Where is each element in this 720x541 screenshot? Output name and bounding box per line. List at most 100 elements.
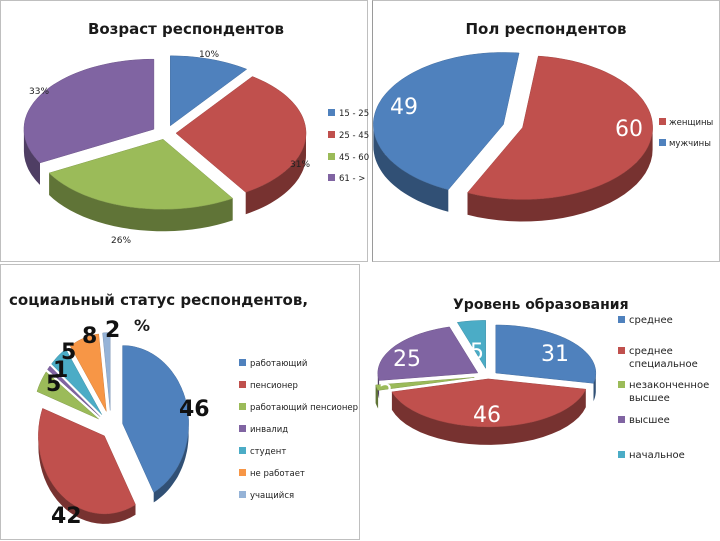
slice-2-side <box>391 389 586 445</box>
legend-swatch-pupil <box>239 491 246 498</box>
slice-1-side <box>593 373 596 402</box>
slice-2-side <box>373 124 449 212</box>
legend-label-15-25: 15 - 25 <box>339 109 369 119</box>
data-label-secondary: 31 <box>541 342 569 367</box>
age-chart-panel: Возраст респондентов 10% 31% 26% 33% 15 … <box>0 0 369 262</box>
legend-label-women: женщины <box>669 118 713 128</box>
social-status-pie <box>36 332 189 524</box>
slice-4-высшее <box>377 326 479 381</box>
legend-label-secondary: среднее <box>629 315 673 326</box>
slice-1-женщины <box>467 55 653 200</box>
legend-swatch-15-25 <box>328 109 335 116</box>
slice-3-незаконченное-высшее <box>375 377 475 391</box>
legend-label-primary: начальное <box>629 450 685 461</box>
legend-label-61: 61 - > <box>339 174 365 184</box>
data-label-primary: 5 <box>470 340 484 365</box>
legend-label-unemployed: не работает <box>250 469 305 479</box>
slice-2-side <box>245 133 306 215</box>
legend-swatch-unemployed <box>239 469 246 476</box>
legend-swatch-disabled <box>239 425 246 432</box>
data-label-specialized: 46 <box>473 403 501 428</box>
legend-swatch-working-pensioner <box>239 403 246 410</box>
legend-label-disabled: инвалид <box>250 425 288 435</box>
slice-4-side <box>23 129 40 185</box>
slice-4-инвалид <box>47 365 101 417</box>
slice-6-не-работает <box>69 333 107 412</box>
legend-label-specialized-line-1: среднее <box>629 346 673 357</box>
legend-swatch-61 <box>328 174 335 181</box>
legend-label-incomplete-higher: незаконченное высшее <box>629 380 712 404</box>
slice-1-работающий <box>122 345 189 493</box>
legend-swatch-45-60 <box>328 153 335 160</box>
legend: женщины мужчины <box>659 118 713 149</box>
social-status-chart-panel: социальный статус респондентов, % 46 42 … <box>0 264 360 540</box>
chart-title: Уровень образования <box>453 297 629 313</box>
slice-2-пенсионер <box>38 408 136 515</box>
legend-label-pupil: учащийся <box>250 491 294 501</box>
data-label-15-25: 10% <box>199 50 219 60</box>
legend-label-incomplete-higher-line-1: незаконченное <box>629 380 709 391</box>
legend-swatch-incomplete-higher <box>618 381 625 388</box>
legend-swatch-pensioner <box>239 381 246 388</box>
slice-3-side <box>49 173 233 232</box>
legend-swatch-secondary <box>618 316 625 323</box>
legend-label-working-pensioner: работающий пенсионер <box>250 403 358 413</box>
data-label-pensioner: 42 <box>51 504 82 529</box>
legend: работающий пенсионер работающий пенсионе… <box>239 359 358 501</box>
slice-5-студент <box>51 348 103 415</box>
legend-swatch-specialized <box>618 347 625 354</box>
legend-label-pensioner: пенсионер <box>250 381 298 391</box>
education-pie <box>375 320 597 445</box>
data-label-student: 5 <box>61 340 76 365</box>
legend-label-men: мужчины <box>669 139 711 149</box>
chart-title-unit: % <box>134 316 150 335</box>
data-label-working-pensioner: 5 <box>46 372 61 397</box>
chart-title: социальный статус респондентов, <box>9 291 308 309</box>
legend-swatch-primary <box>618 451 625 458</box>
data-label-higher: 25 <box>393 347 421 372</box>
slice-2-side <box>38 435 136 524</box>
legend: среднее среднее специальное незаконченно… <box>618 315 712 461</box>
legend-swatch-25-45 <box>328 131 335 138</box>
data-label-pupil: 2 <box>105 318 120 343</box>
age-pie <box>23 55 307 232</box>
data-label-working: 46 <box>179 397 210 422</box>
legend-swatch-men <box>659 139 666 146</box>
data-label-61: 33% <box>29 87 49 97</box>
data-label-disabled: 1 <box>53 358 68 383</box>
legend-label-incomplete-higher-line-2: высшее <box>629 393 670 404</box>
data-label-men: 49 <box>390 95 418 120</box>
legend-label-25-45: 25 - 45 <box>339 131 369 141</box>
legend-swatch-working <box>239 359 246 366</box>
slice-2-25-45 <box>175 76 307 193</box>
legend-swatch-higher <box>618 416 625 423</box>
legend-label-higher: высшее <box>629 415 670 426</box>
slice-4-61- <box>23 58 155 164</box>
data-label-25-45: 31% <box>290 160 310 170</box>
legend-label-45-60: 45 - 60 <box>339 153 369 163</box>
legend-swatch-women <box>659 118 666 125</box>
slice-5-начальное <box>456 320 486 370</box>
data-label-unemployed: 8 <box>82 324 97 349</box>
legend-label-specialized-line-2: специальное <box>629 359 698 370</box>
slice-2-мужчины <box>373 52 520 190</box>
gender-chart-panel: Пол респондентов 49 60 женщины мужчины <box>372 0 720 262</box>
social-status-pie-chart: социальный статус респондентов, % 46 42 … <box>9 291 358 529</box>
slice-1-side <box>153 423 189 503</box>
slice-3-работающий-пенсионер <box>36 371 99 420</box>
chart-title: Пол респондентов <box>465 20 626 38</box>
slice-1-среднее <box>495 324 597 384</box>
education-pie-chart: Уровень образования 31 46 2 25 5 среднее… <box>375 297 712 461</box>
legend-swatch-student <box>239 447 246 454</box>
legend: 15 - 25 25 - 45 45 - 60 61 - > <box>328 109 369 184</box>
chart-title: Возраст респондентов <box>88 20 284 38</box>
slice-2-среднее-специальное <box>391 378 587 428</box>
age-pie-chart: Возраст респондентов 10% 31% 26% 33% 15 … <box>23 20 369 246</box>
data-label-incomplete-higher: 2 <box>379 381 393 406</box>
gender-pie <box>373 52 653 222</box>
education-chart-panel: Уровень образования 31 46 2 25 5 среднее… <box>360 284 720 540</box>
slice-7-учащийся <box>102 332 111 411</box>
slice-1-side <box>467 127 653 222</box>
data-label-women: 60 <box>615 117 643 142</box>
gender-pie-chart: Пол респондентов 49 60 женщины мужчины <box>373 20 713 222</box>
